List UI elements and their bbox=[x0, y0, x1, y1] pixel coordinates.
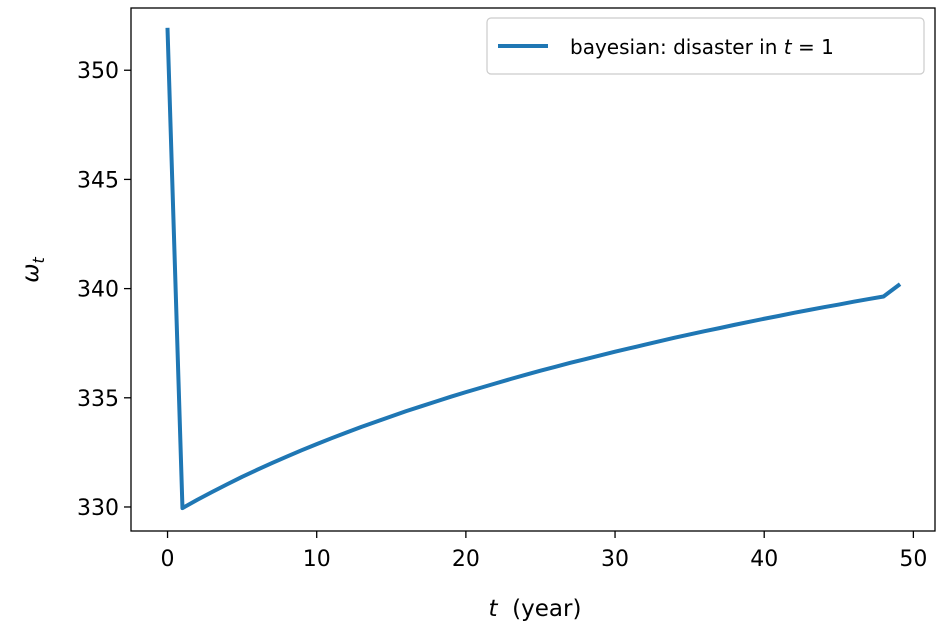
y-tick-label: 330 bbox=[77, 496, 119, 521]
x-tick-label: 30 bbox=[601, 547, 629, 572]
x-tick-label: 40 bbox=[750, 547, 778, 572]
y-tick-label: 335 bbox=[77, 387, 119, 412]
x-axis-label: t (year) bbox=[489, 596, 582, 622]
y-tick-label: 350 bbox=[77, 59, 119, 84]
y-tick-label: 340 bbox=[77, 278, 119, 303]
x-ticks: 0 10 20 30 40 50 bbox=[161, 531, 927, 572]
legend: bayesian: disaster in t = 1 bbox=[486, 17, 925, 75]
y-axis-label: ωt bbox=[18, 257, 48, 283]
y-tick-label: 345 bbox=[77, 168, 119, 193]
legend-box bbox=[486, 17, 925, 75]
x-tick-label: 10 bbox=[303, 547, 331, 572]
y-ticks: 330 335 340 345 350 bbox=[77, 59, 131, 521]
plot-area-frame bbox=[130, 7, 936, 532]
series-lines bbox=[165, 27, 902, 511]
x-tick-label: 50 bbox=[899, 547, 927, 572]
x-tick-label: 20 bbox=[452, 547, 480, 572]
x-tick-label: 0 bbox=[161, 547, 175, 572]
series-line bbox=[165, 27, 902, 511]
legend-series-label: bayesian: disaster in t = 1 bbox=[570, 35, 834, 59]
